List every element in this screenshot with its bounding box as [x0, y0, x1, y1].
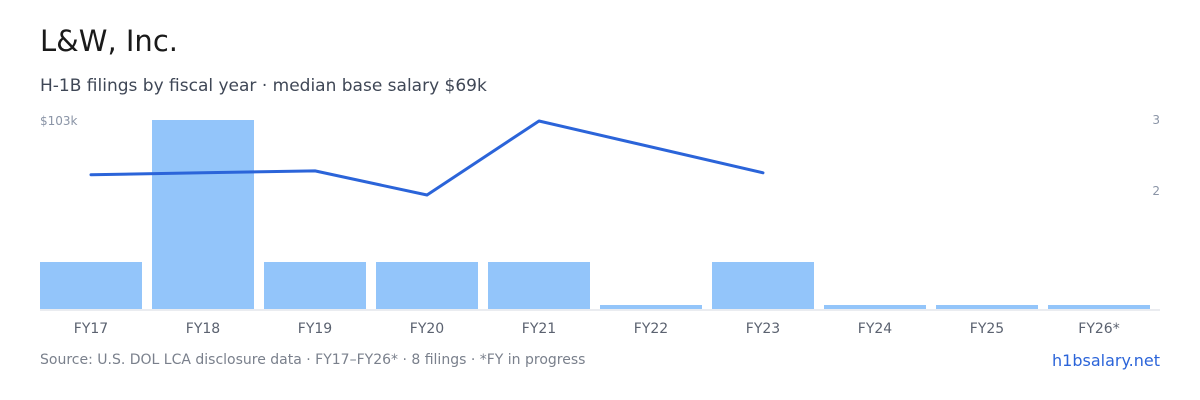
line-series — [89, 119, 765, 197]
x-tick-label: FY24 — [858, 321, 893, 337]
x-tick-label: FY26* — [1078, 321, 1119, 337]
bar-fy18 — [152, 120, 254, 309]
bar-fy25 — [936, 305, 1038, 309]
right-axis-tick-label: 2 — [1152, 184, 1160, 198]
bar-fy23 — [712, 262, 814, 309]
x-tick-label: FY22 — [634, 321, 668, 337]
bar-fy19 — [264, 262, 366, 309]
bar-series — [40, 120, 1150, 309]
x-tick-label: FY23 — [746, 321, 780, 337]
x-axis-tick-labels: FY17 FY18 FY19 FY20 FY21 FY22 FY23 FY24 FY25 FY26… — [74, 321, 1120, 337]
brand-link[interactable]: h1bsalary.net — [1052, 351, 1160, 370]
bar-fy26-partial — [1048, 305, 1150, 309]
chart-subtitle: H-1B filings by fiscal year · median bas… — [40, 76, 487, 96]
bar-fy20 — [376, 262, 478, 309]
left-axis-max-label: $103k — [40, 114, 78, 128]
bar-fy17 — [40, 262, 142, 309]
x-tick-label: FY25 — [970, 321, 1004, 337]
x-tick-label: FY18 — [186, 321, 220, 337]
left-axis: $103k — [40, 114, 78, 128]
x-tick-label: FY19 — [298, 321, 332, 337]
x-tick-label: FY21 — [522, 321, 556, 337]
x-tick-label: FY17 — [74, 321, 108, 337]
source-note: Source: U.S. DOL LCA disclosure data · F… — [40, 352, 586, 368]
bar-fy21 — [488, 262, 590, 309]
bar-fy24 — [824, 305, 926, 309]
right-axis-tick-label: 3 — [1152, 113, 1160, 127]
x-tick-label: FY20 — [410, 321, 444, 337]
chart-title: L&W, Inc. — [40, 24, 178, 58]
right-axis: 32 — [1152, 113, 1160, 198]
bar-fy22 — [600, 305, 702, 309]
median-salary-line — [89, 119, 765, 197]
